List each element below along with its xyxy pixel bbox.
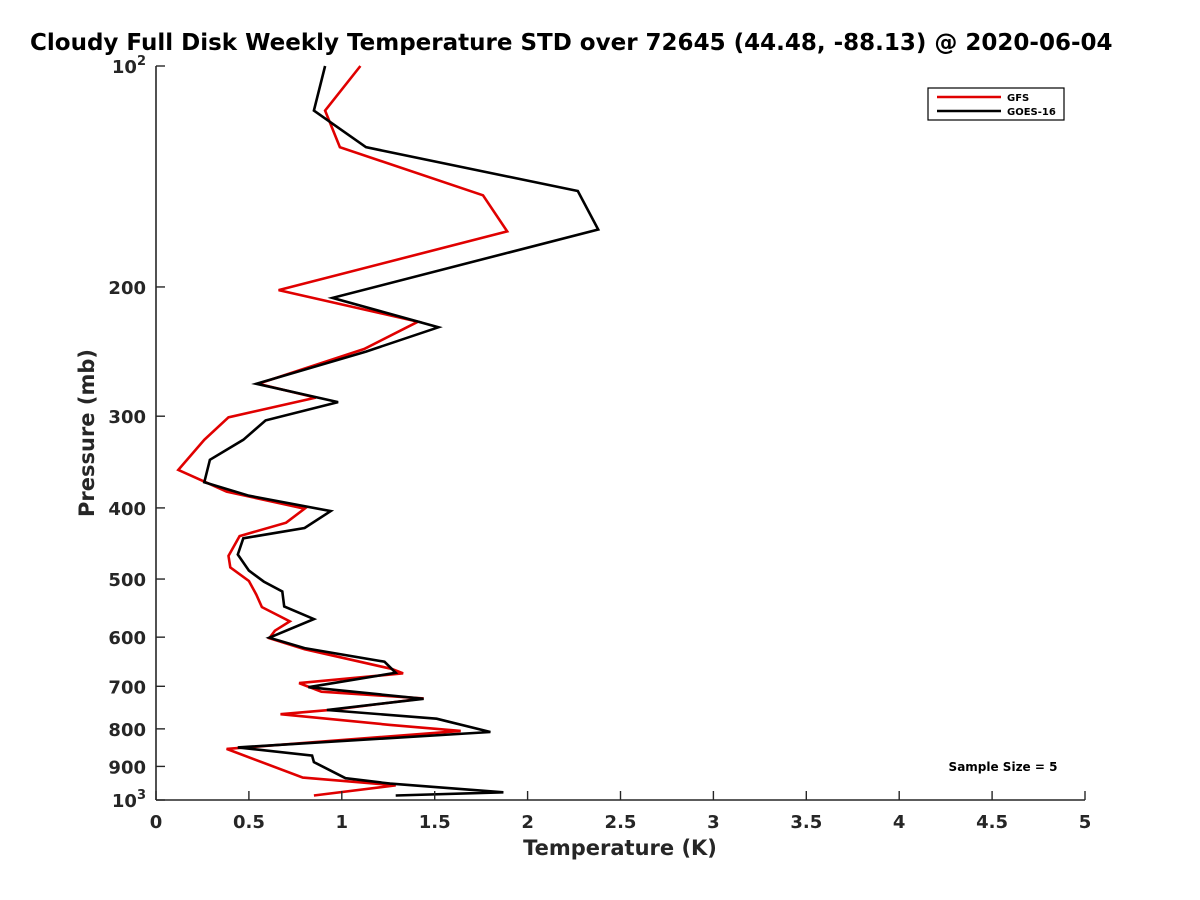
x-tick-label: 5 — [1079, 812, 1092, 833]
chart-title: Cloudy Full Disk Weekly Temperature STD … — [30, 30, 1113, 56]
y-tick-label: 103 — [112, 788, 146, 812]
y-tick-label: 700 — [108, 677, 146, 698]
x-tick-label: 2.5 — [605, 812, 637, 833]
x-tick-label: 3.5 — [790, 812, 822, 833]
series-layer — [176, 65, 601, 797]
x-tick-label: 4.5 — [976, 812, 1008, 833]
series-line-gfs — [176, 65, 510, 797]
y-tick-label: 900 — [108, 757, 146, 778]
x-tick-label: 4 — [893, 812, 906, 833]
legend-box — [927, 87, 1065, 121]
x-tick-label: 0 — [150, 812, 163, 833]
y-tick-label: 102 — [112, 54, 146, 78]
y-tick-label: 400 — [108, 499, 146, 520]
legend: GFS GOES-16 — [927, 87, 1065, 121]
y-tick-label: 600 — [108, 628, 146, 649]
x-axis-label: Temperature (K) — [523, 836, 717, 860]
y-axis-label: Pressure (mb) — [75, 349, 99, 517]
x-tick-label: 2 — [521, 812, 534, 833]
y-tick-label: 800 — [108, 720, 146, 741]
legend-label-gfs: GFS — [1007, 93, 1029, 104]
sample-size-annotation: Sample Size = 5 — [949, 760, 1058, 774]
x-tick-label: 3 — [707, 812, 720, 833]
plot-area — [156, 66, 1085, 800]
series-line-goes-16 — [202, 65, 601, 797]
legend-label-goes-16: GOES-16 — [1007, 107, 1056, 118]
x-tick-label: 1.5 — [419, 812, 451, 833]
y-tick-label: 500 — [108, 570, 146, 591]
y-tick-label: 300 — [108, 407, 146, 428]
x-tick-label: 0.5 — [233, 812, 265, 833]
y-tick-label: 200 — [108, 278, 146, 299]
x-tick-label: 1 — [336, 812, 349, 833]
axes-layer: 0 0.5 1 1.5 2 2.5 3 3.5 4 4.5 5 102 200 300 400 500 600 7… — [108, 54, 1091, 833]
